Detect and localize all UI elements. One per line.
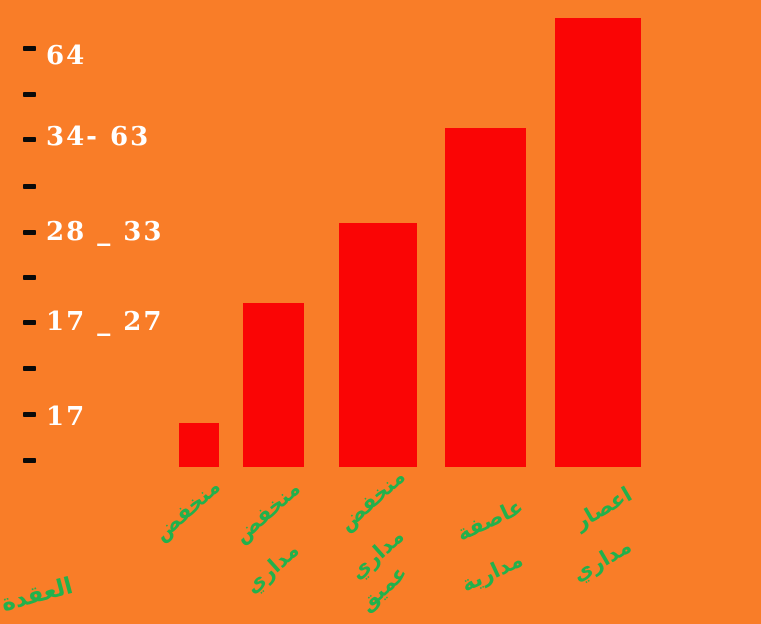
y-axis-tick	[23, 184, 36, 189]
x-axis-category-label-line: عاصفة	[453, 494, 527, 546]
x-axis-category-label-line: منخفض	[334, 464, 410, 536]
y-axis-tick	[23, 230, 36, 235]
y-axis-tick	[23, 458, 36, 463]
bar	[555, 18, 641, 467]
y-axis-tick	[23, 137, 36, 142]
y-axis-tick	[23, 92, 36, 97]
x-axis-category-label-line: منخفض	[149, 474, 225, 546]
x-axis-category-label-line: مداري	[240, 537, 304, 599]
x-axis-category-label-line: منخفض	[229, 476, 305, 548]
y-axis-tick-label: 34- 63	[46, 122, 151, 152]
y-axis-tick-label: 28 _ 33	[46, 217, 164, 247]
y-axis-tick	[23, 366, 36, 371]
bar	[339, 223, 417, 467]
y-axis-tick	[23, 412, 36, 417]
y-axis-tick	[23, 320, 36, 325]
x-axis-category-label-line: مداري	[568, 533, 636, 587]
x-axis-category-label-line: اعصار	[570, 482, 636, 534]
bar	[179, 423, 219, 467]
x-axis-category-label-line: مدارية	[457, 547, 527, 597]
y-axis-tick	[23, 275, 36, 280]
y-axis-unit-label: العقدة	[0, 573, 76, 617]
bar	[243, 303, 304, 467]
y-axis-tick	[23, 46, 36, 51]
y-axis-tick-label: 17	[46, 402, 87, 432]
y-axis-tick-label: 17 _ 27	[46, 307, 164, 337]
y-axis-tick-label: 64	[46, 41, 87, 71]
bar	[445, 128, 526, 467]
